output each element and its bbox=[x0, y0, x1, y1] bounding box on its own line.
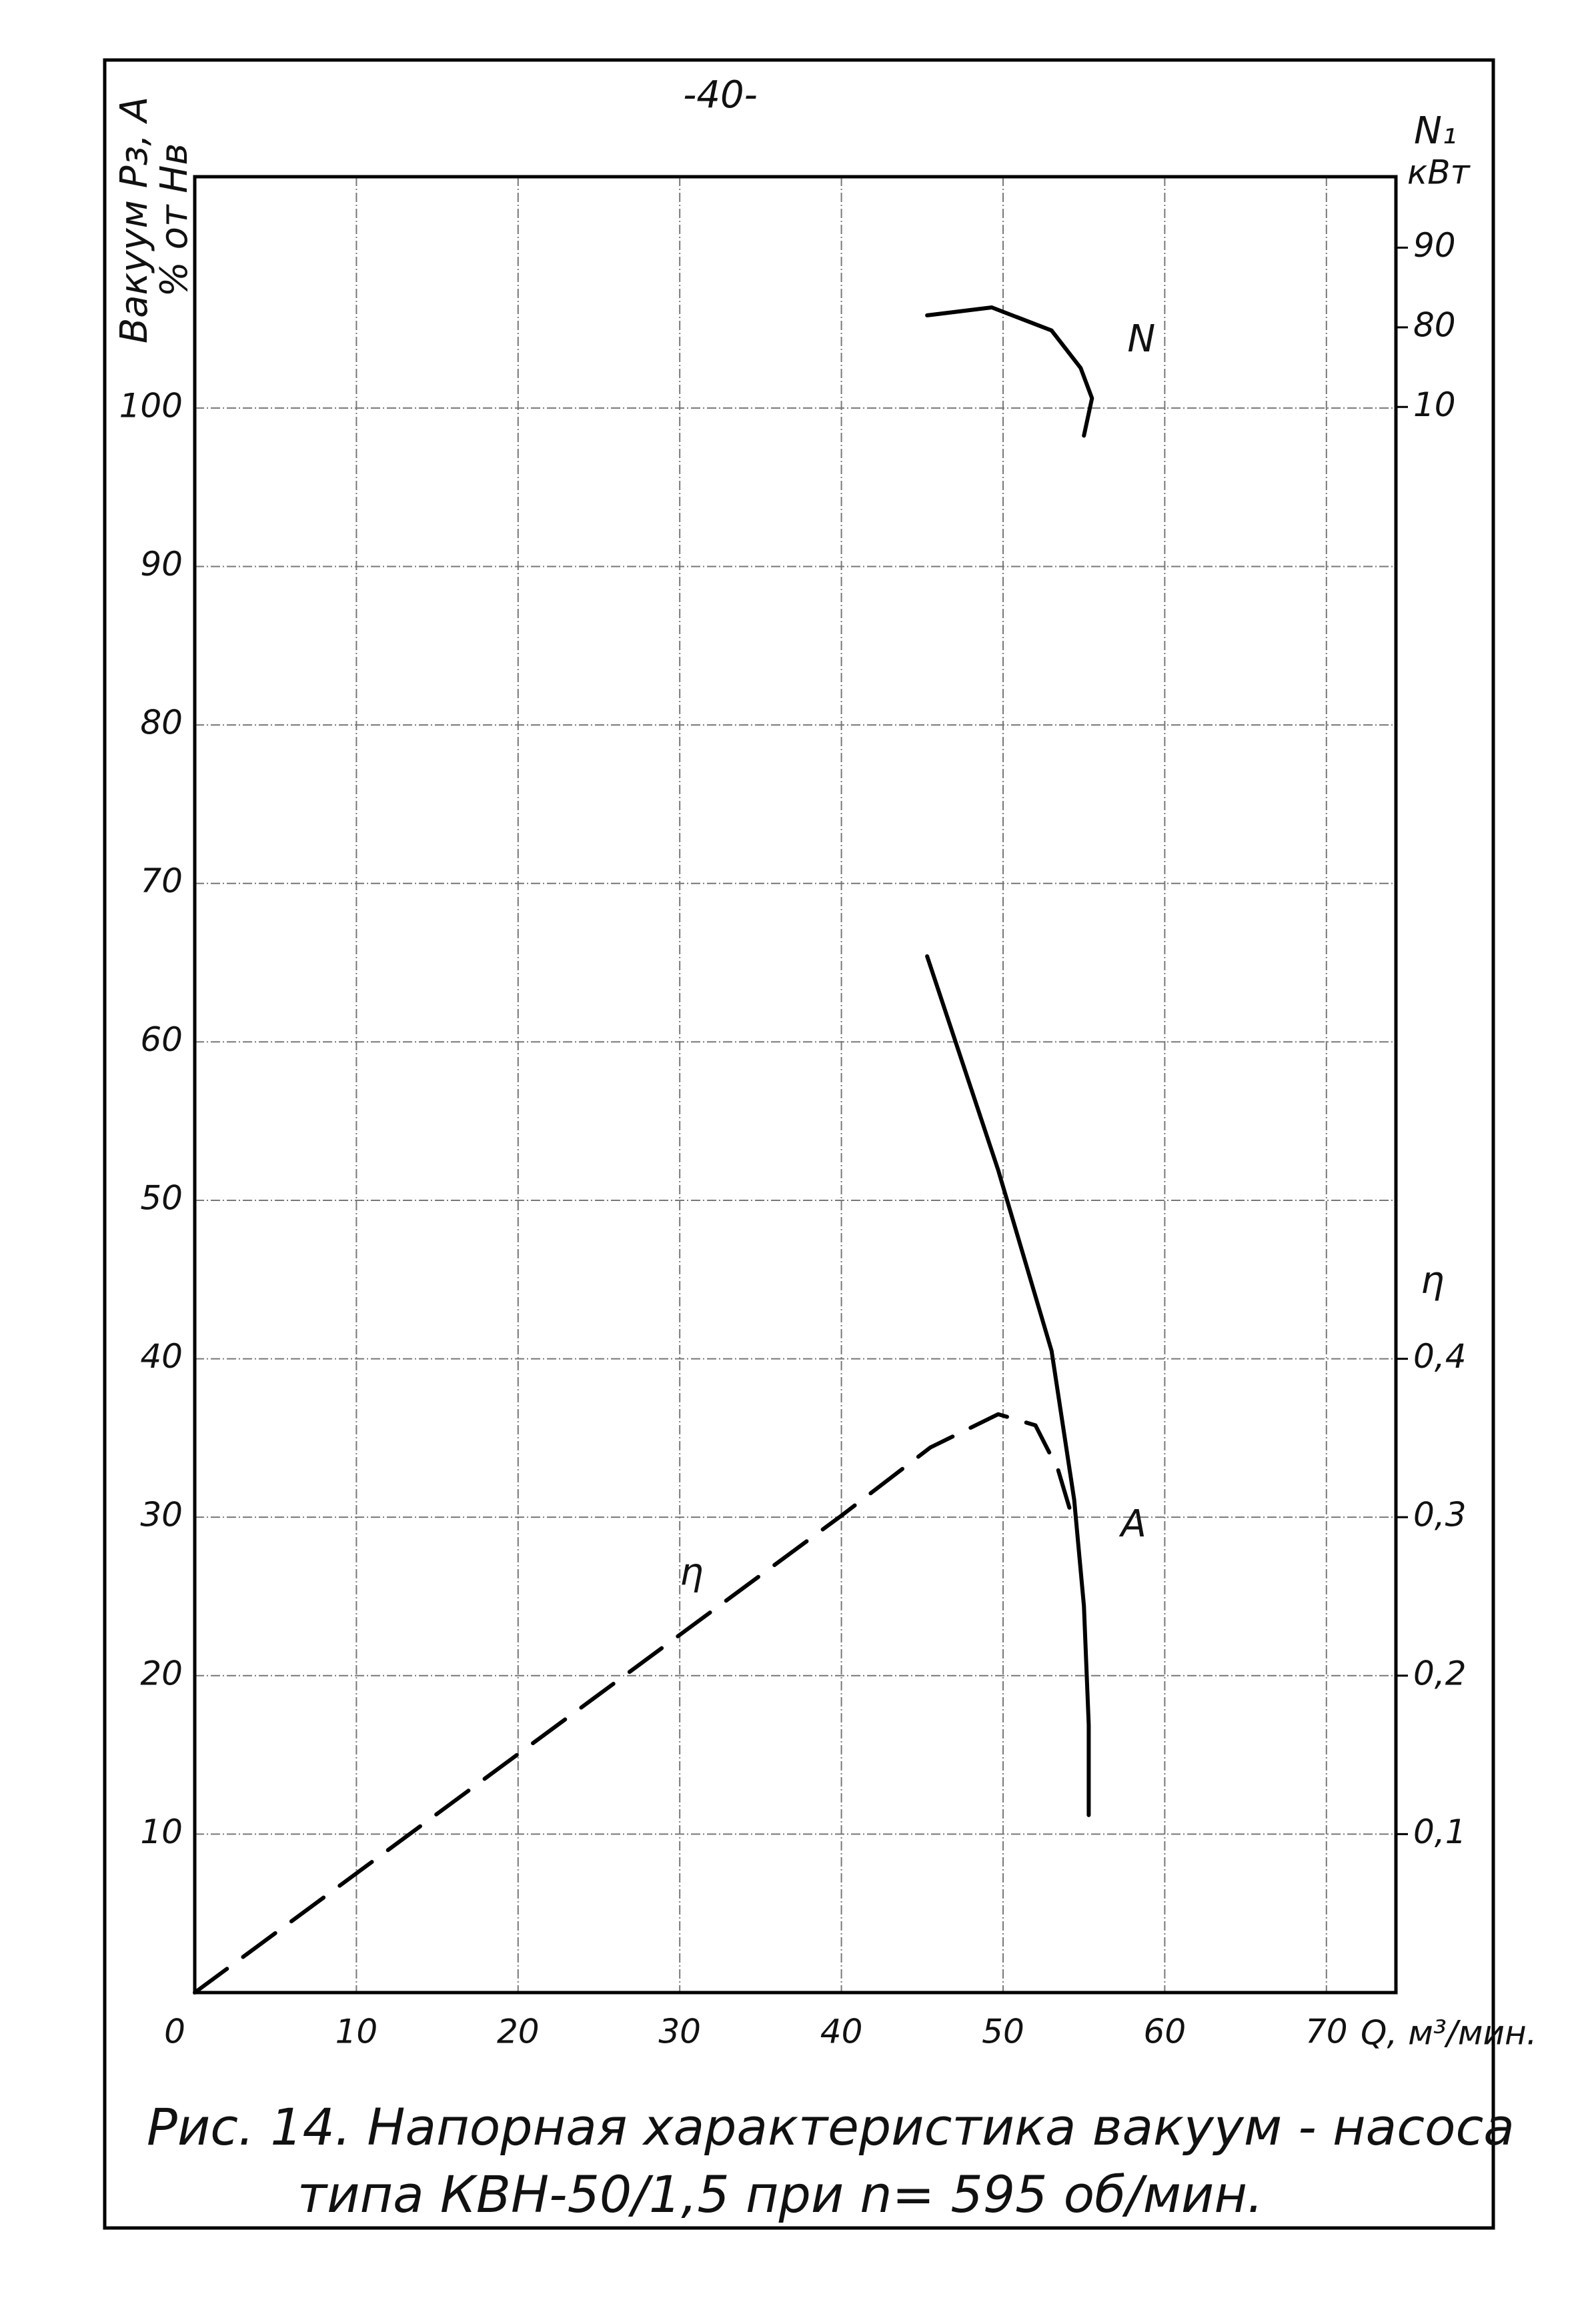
y-axis-label: % от Hв bbox=[153, 143, 196, 297]
caption: Рис. 14. Напорная характеристика вакуум … bbox=[147, 2097, 1515, 2157]
x-tick-label: 20 bbox=[497, 2013, 540, 2051]
caption: типа КВН-50/1,5 при n= 595 об/мин. bbox=[297, 2165, 1263, 2224]
x-tick-label: 10 bbox=[335, 2013, 378, 2051]
y-tick-label: 20 bbox=[140, 1654, 183, 1692]
page-number: -40- bbox=[683, 73, 758, 117]
y-tick-label: 80 bbox=[140, 704, 183, 742]
y3-tick-label: 10 bbox=[1413, 385, 1456, 424]
x-tick-label: 70 bbox=[1305, 2013, 1348, 2051]
y-tick-label: 90 bbox=[140, 545, 183, 584]
y2-tick-label: 0,3 bbox=[1413, 1496, 1467, 1534]
y-tick-label: 70 bbox=[140, 862, 183, 900]
y2-tick-label: 0,1 bbox=[1413, 1813, 1467, 1851]
x-tick-label: 30 bbox=[658, 2013, 701, 2051]
x-tick-label: 50 bbox=[982, 2013, 1024, 2051]
y-tick-label: 50 bbox=[140, 1178, 183, 1217]
y2-axis-label: η bbox=[1421, 1259, 1445, 1302]
y-tick-label: 30 bbox=[140, 1496, 183, 1534]
x-tick-label: 60 bbox=[1144, 2013, 1187, 2051]
plot-frame bbox=[193, 175, 1398, 1995]
y3-axis-label: кВт bbox=[1407, 153, 1471, 192]
y-tick-label: 60 bbox=[140, 1020, 183, 1059]
y-tick-label: 10 bbox=[140, 1813, 183, 1851]
series-line bbox=[193, 1412, 1072, 1995]
y-tick-label: 100 bbox=[119, 386, 183, 425]
y-axis-label: Вакуум Pз, A bbox=[113, 97, 156, 343]
x-axis-label: Q, м³/мин. bbox=[1361, 2014, 1537, 2053]
page-frame bbox=[103, 58, 1495, 2230]
y-tick-label: 40 bbox=[140, 1337, 183, 1376]
series-label: N bbox=[1127, 317, 1155, 361]
series-label: η bbox=[680, 1551, 703, 1594]
x-tick-label: 0 bbox=[164, 2013, 185, 2051]
series-line bbox=[925, 305, 1094, 438]
y3-tick-label: 90 bbox=[1413, 226, 1456, 265]
series-line bbox=[925, 954, 1091, 1817]
y3-axis-label: N₁ bbox=[1414, 109, 1457, 153]
x-tick-label: 40 bbox=[820, 2013, 863, 2051]
series-label: A bbox=[1119, 1502, 1146, 1546]
y2-tick-label: 0,4 bbox=[1413, 1337, 1467, 1376]
y2-tick-label: 0,2 bbox=[1413, 1654, 1467, 1692]
y3-tick-label: 80 bbox=[1413, 305, 1456, 344]
